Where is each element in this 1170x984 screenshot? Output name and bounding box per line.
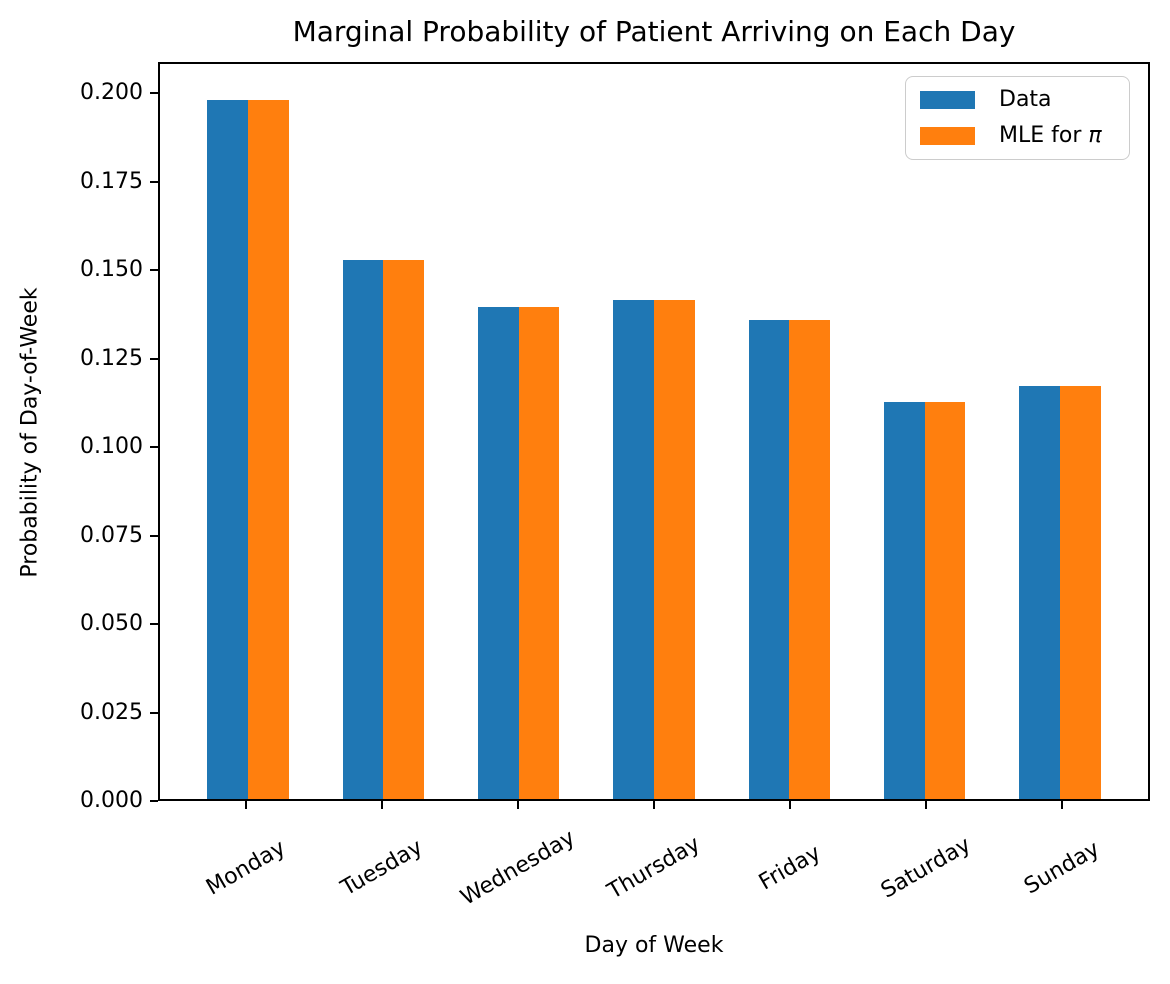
- x-tick-label-thursday: Thursday: [603, 831, 705, 905]
- legend-item-mle: MLE for π: [920, 125, 1115, 147]
- bar-mle-thursday: [654, 299, 695, 799]
- x-tick-label-wednesday: Wednesday: [456, 825, 580, 911]
- bar-mle-friday: [789, 320, 830, 799]
- y-tick-label-0.100: 0.100: [80, 434, 143, 460]
- bar-mle-sunday: [1060, 386, 1101, 799]
- x-tick-mark: [924, 801, 927, 809]
- x-tick-label-tuesday: Tuesday: [337, 834, 428, 902]
- bar-data-thursday: [613, 299, 654, 799]
- y-tick-label-0.025: 0.025: [80, 699, 143, 725]
- bar-data-friday: [748, 320, 790, 799]
- x-tick-mark: [245, 801, 248, 809]
- x-tick-mark: [1060, 801, 1063, 809]
- bar-data-monday: [207, 100, 248, 799]
- y-tick-mark: [150, 180, 158, 183]
- y-tick-label-0.200: 0.200: [80, 80, 143, 106]
- y-tick-label-0.050: 0.050: [80, 611, 143, 637]
- y-axis-label: Probability of Day-of-Week: [17, 287, 43, 578]
- y-tick-mark: [150, 446, 158, 449]
- bar-mle-wednesday: [518, 306, 560, 799]
- legend-label-data: Data: [999, 87, 1052, 112]
- bar-data-tuesday: [342, 260, 384, 799]
- x-tick-label-saturday: Saturday: [876, 832, 975, 904]
- bar-mle-tuesday: [383, 260, 424, 799]
- bar-mle-monday: [247, 100, 289, 799]
- x-tick-label-friday: Friday: [754, 840, 826, 896]
- bar-mle-saturday: [924, 401, 966, 799]
- x-axis-label: Day of Week: [584, 933, 724, 958]
- pi-symbol: π: [1088, 123, 1102, 148]
- x-tick-mark: [788, 801, 791, 809]
- x-tick-mark: [381, 801, 384, 809]
- y-tick-mark: [150, 623, 158, 626]
- y-tick-label-0.175: 0.175: [80, 168, 143, 194]
- x-tick-mark: [653, 801, 655, 809]
- x-tick-label-sunday: Sunday: [1019, 836, 1104, 900]
- y-tick-mark: [150, 800, 158, 802]
- y-tick-label-0.000: 0.000: [80, 788, 143, 813]
- bar-data-saturday: [884, 401, 925, 799]
- plot-area: [158, 62, 1150, 801]
- y-tick-label-0.075: 0.075: [80, 522, 143, 548]
- y-tick-mark: [150, 269, 158, 272]
- legend-swatch-data: [920, 91, 975, 109]
- y-tick-mark: [150, 357, 158, 360]
- y-tick-label-0.150: 0.150: [80, 257, 143, 283]
- legend: Data MLE for π: [905, 76, 1130, 160]
- x-tick-mark: [517, 801, 520, 809]
- x-tick-label-monday: Monday: [202, 835, 291, 901]
- chart-title: Marginal Probability of Patient Arriving…: [292, 15, 1016, 48]
- bar-data-sunday: [1019, 386, 1061, 799]
- legend-label-mle: MLE for π: [999, 123, 1102, 148]
- bar-data-wednesday: [478, 306, 519, 799]
- y-tick-mark: [150, 711, 158, 714]
- legend-item-data: Data: [920, 89, 1115, 111]
- y-tick-label-0.125: 0.125: [80, 345, 143, 371]
- y-tick-mark: [150, 534, 158, 537]
- legend-swatch-mle: [920, 127, 975, 145]
- y-tick-mark: [150, 92, 158, 95]
